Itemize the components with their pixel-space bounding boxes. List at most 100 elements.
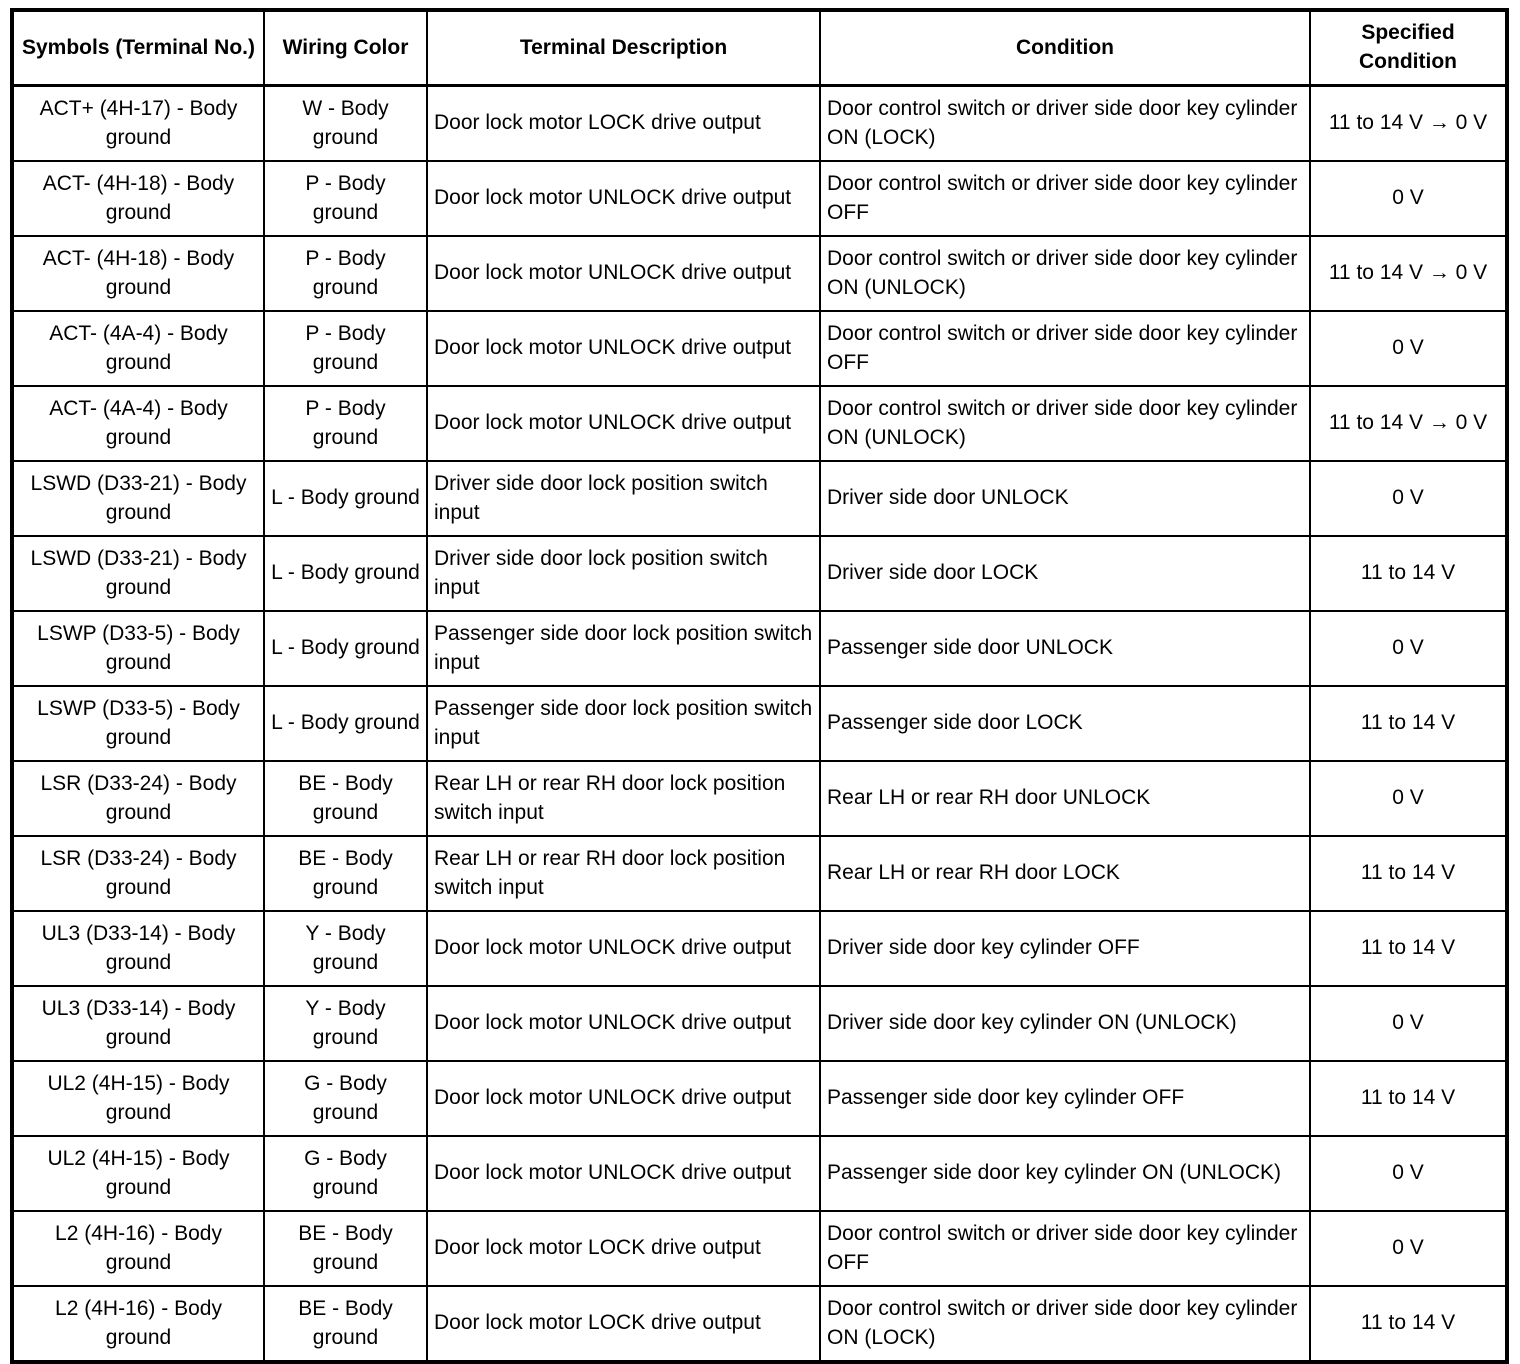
table-row: LSWP (D33-5) - Body ground L - Body groun… (11, 610, 1508, 687)
cell-specified-condition: 0 V (1309, 985, 1508, 1062)
cell-wiring-color: P - Body ground (263, 310, 428, 387)
cell-terminal-description: Door lock motor LOCK drive output (426, 1285, 821, 1363)
cell-terminal-description: Door lock motor UNLOCK drive output (426, 310, 821, 387)
cell-terminal-description: Door lock motor UNLOCK drive output (426, 985, 821, 1062)
cell-symbol: LSR (D33-24) - Body ground (11, 835, 265, 912)
table-row: L2 (4H-16) - Body ground BE - Body ground… (11, 1210, 1508, 1287)
column-header-specified-condition: Specified Condition (1309, 9, 1508, 87)
cell-terminal-description: Door lock motor LOCK drive output (426, 84, 821, 162)
column-header-symbols: Symbols (Terminal No.) (11, 9, 265, 87)
cell-symbol: LSWP (D33-5) - Body ground (11, 610, 265, 687)
cell-specified-condition: 11 to 14 V → 0 V (1309, 235, 1508, 312)
cell-symbol: UL3 (D33-14) - Body ground (11, 985, 265, 1062)
cell-condition: Passenger side door key cylinder ON (UNL… (819, 1135, 1311, 1212)
cell-condition: Passenger side door UNLOCK (819, 610, 1311, 687)
cell-specified-condition: 0 V (1309, 160, 1508, 237)
cell-condition: Driver side door key cylinder OFF (819, 910, 1311, 987)
cell-condition: Door control switch or driver side door … (819, 1285, 1311, 1363)
cell-condition: Door control switch or driver side door … (819, 1210, 1311, 1287)
cell-wiring-color: G - Body ground (263, 1060, 428, 1137)
cell-wiring-color: BE - Body ground (263, 1285, 428, 1363)
cell-wiring-color: BE - Body ground (263, 760, 428, 837)
table-row: UL3 (D33-14) - Body ground Y - Body groun… (11, 910, 1508, 987)
cell-specified-condition: 11 to 14 V (1309, 1060, 1508, 1137)
column-header-wiring-color: Wiring Color (263, 9, 428, 87)
cell-specified-condition: 11 to 14 V → 0 V (1309, 385, 1508, 462)
cell-wiring-color: P - Body ground (263, 160, 428, 237)
cell-condition: Door control switch or driver side door … (819, 160, 1311, 237)
terminal-spec-table: Symbols (Terminal No.) Wiring Color Term… (10, 8, 1509, 1364)
cell-wiring-color: L - Body ground (263, 535, 428, 612)
cell-condition: Rear LH or rear RH door UNLOCK (819, 760, 1311, 837)
cell-terminal-description: Door lock motor UNLOCK drive output (426, 385, 821, 462)
cell-wiring-color: L - Body ground (263, 685, 428, 762)
cell-symbol: LSWD (D33-21) - Body ground (11, 535, 265, 612)
table-row: L2 (4H-16) - Body ground BE - Body ground… (11, 1285, 1508, 1363)
cell-terminal-description: Driver side door lock position switch in… (426, 460, 821, 537)
cell-wiring-color: Y - Body ground (263, 910, 428, 987)
table-row: ACT- (4H-18) - Body ground P - Body groun… (11, 235, 1508, 312)
table-row: ACT- (4H-18) - Body ground P - Body groun… (11, 160, 1508, 237)
cell-specified-condition: 0 V (1309, 460, 1508, 537)
cell-terminal-description: Door lock motor LOCK drive output (426, 1210, 821, 1287)
cell-specified-condition: 0 V (1309, 1135, 1508, 1212)
cell-specified-condition: 11 to 14 V (1309, 535, 1508, 612)
cell-condition: Driver side door key cylinder ON (UNLOCK… (819, 985, 1311, 1062)
cell-wiring-color: P - Body ground (263, 235, 428, 312)
cell-specified-condition: 11 to 14 V → 0 V (1309, 84, 1508, 162)
table-row: ACT- (4A-4) - Body ground P - Body ground… (11, 385, 1508, 462)
table-row: ACT- (4A-4) - Body ground P - Body ground… (11, 310, 1508, 387)
cell-condition: Rear LH or rear RH door LOCK (819, 835, 1311, 912)
cell-specified-condition: 11 to 14 V (1309, 910, 1508, 987)
cell-specified-condition: 0 V (1309, 760, 1508, 837)
table-row: LSR (D33-24) - Body ground BE - Body grou… (11, 835, 1508, 912)
cell-wiring-color: L - Body ground (263, 460, 428, 537)
cell-wiring-color: BE - Body ground (263, 835, 428, 912)
cell-condition: Driver side door UNLOCK (819, 460, 1311, 537)
cell-condition: Door control switch or driver side door … (819, 235, 1311, 312)
cell-symbol: UL3 (D33-14) - Body ground (11, 910, 265, 987)
cell-symbol: LSWP (D33-5) - Body ground (11, 685, 265, 762)
header-row: Symbols (Terminal No.) Wiring Color Term… (11, 9, 1508, 87)
cell-symbol: ACT- (4A-4) - Body ground (11, 310, 265, 387)
cell-condition: Passenger side door LOCK (819, 685, 1311, 762)
column-header-terminal-description: Terminal Description (426, 9, 821, 87)
cell-symbol: L2 (4H-16) - Body ground (11, 1285, 265, 1363)
table-row: UL2 (4H-15) - Body ground G - Body ground… (11, 1060, 1508, 1137)
cell-symbol: UL2 (4H-15) - Body ground (11, 1135, 265, 1212)
table-row: LSWP (D33-5) - Body ground L - Body groun… (11, 685, 1508, 762)
table-row: LSWD (D33-21) - Body ground L - Body grou… (11, 535, 1508, 612)
cell-terminal-description: Door lock motor UNLOCK drive output (426, 1135, 821, 1212)
cell-specified-condition: 0 V (1309, 610, 1508, 687)
cell-terminal-description: Door lock motor UNLOCK drive output (426, 235, 821, 312)
cell-condition: Door control switch or driver side door … (819, 310, 1311, 387)
cell-terminal-description: Driver side door lock position switch in… (426, 535, 821, 612)
cell-symbol: UL2 (4H-15) - Body ground (11, 1060, 265, 1137)
cell-terminal-description: Door lock motor UNLOCK drive output (426, 1060, 821, 1137)
table-row: ACT+ (4H-17) - Body ground W - Body groun… (11, 84, 1508, 162)
cell-condition: Door control switch or driver side door … (819, 84, 1311, 162)
cell-specified-condition: 11 to 14 V (1309, 835, 1508, 912)
cell-wiring-color: BE - Body ground (263, 1210, 428, 1287)
table-row: UL2 (4H-15) - Body ground G - Body ground… (11, 1135, 1508, 1212)
cell-specified-condition: 0 V (1309, 1210, 1508, 1287)
cell-wiring-color: W - Body ground (263, 84, 428, 162)
cell-symbol: ACT- (4A-4) - Body ground (11, 385, 265, 462)
table-row: LSR (D33-24) - Body ground BE - Body grou… (11, 760, 1508, 837)
cell-specified-condition: 0 V (1309, 310, 1508, 387)
cell-terminal-description: Passenger side door lock position switch… (426, 610, 821, 687)
cell-symbol: LSR (D33-24) - Body ground (11, 760, 265, 837)
cell-symbol: ACT- (4H-18) - Body ground (11, 235, 265, 312)
column-header-condition: Condition (819, 9, 1311, 87)
cell-wiring-color: G - Body ground (263, 1135, 428, 1212)
table-row: LSWD (D33-21) - Body ground L - Body grou… (11, 460, 1508, 537)
cell-terminal-description: Door lock motor UNLOCK drive output (426, 910, 821, 987)
table-body: ACT+ (4H-17) - Body ground W - Body groun… (11, 84, 1508, 1363)
cell-terminal-description: Passenger side door lock position switch… (426, 685, 821, 762)
cell-condition: Door control switch or driver side door … (819, 385, 1311, 462)
cell-condition: Passenger side door key cylinder OFF (819, 1060, 1311, 1137)
table-header: Symbols (Terminal No.) Wiring Color Term… (11, 9, 1508, 87)
cell-symbol: ACT- (4H-18) - Body ground (11, 160, 265, 237)
cell-terminal-description: Door lock motor UNLOCK drive output (426, 160, 821, 237)
cell-symbol: LSWD (D33-21) - Body ground (11, 460, 265, 537)
